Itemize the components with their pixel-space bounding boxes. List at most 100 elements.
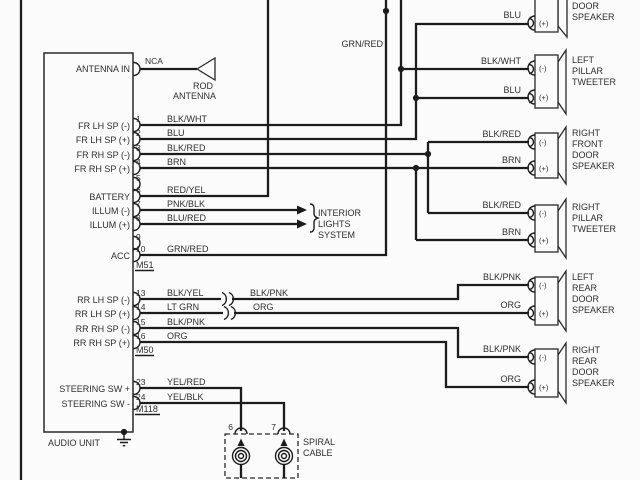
pin-label: RR LH SP (-): [77, 295, 130, 305]
pin-number: 10: [136, 244, 146, 254]
rod-antenna-label-1: ROD: [193, 81, 214, 91]
speaker-name-line: DOOR: [572, 150, 600, 160]
spiral-pin-number-7: 7: [271, 422, 276, 432]
speaker-left-pillar-tweeter: (-) (+) LEFT PILLAR TWEETER: [527, 47, 616, 117]
connector-ref-m51: M51: [136, 260, 154, 270]
terminal-polarity: (+): [539, 309, 549, 318]
wire-color-label: BLK/RED: [167, 143, 206, 153]
wire-color-label: ORG: [167, 331, 188, 341]
spiral-cable-label-1: SPIRAL: [303, 437, 335, 447]
wire-color-label: BLK/RED: [482, 129, 521, 139]
speaker-body-icon: [534, 0, 559, 33]
speaker-door-top-partial: (+) DOOR SPEAKER: [527, 0, 615, 39]
speaker-cone-icon: [557, 0, 568, 39]
branch-label-grn-red: GRN/RED: [341, 39, 383, 49]
audio-unit-label: AUDIO UNIT: [48, 438, 101, 448]
pin-number: 14: [136, 302, 146, 312]
pin-label: FR RH SP (+): [74, 164, 130, 174]
speaker-right-front-door: (-) (+) RIGHT FRONT DOOR SPEAKER: [527, 124, 615, 187]
speaker-body-icon: [534, 132, 559, 179]
wire-blk-pnk-rr-rh-neg: [140, 326, 529, 359]
speaker-right-rear-door: (-) (+) RIGHT REAR DOOR SPEAKER: [527, 340, 615, 406]
inline-connector-icons: [221, 291, 237, 321]
wire-color-label: BLK/RED: [482, 200, 521, 210]
pin-number: 16: [136, 331, 146, 341]
pin-number: 24: [136, 392, 146, 402]
wire-blk-wht-fr-lh-neg: [140, 0, 529, 127]
wire-red-yel-battery: [140, 0, 270, 198]
pin-number: 5: [136, 173, 141, 183]
pin-number: 15: [136, 317, 146, 327]
audio-unit-box: [43, 52, 134, 433]
speaker-cone-icon: [557, 268, 567, 334]
wire-brn-fr-rh-pos: [140, 166, 529, 242]
ground-icon: [117, 432, 131, 447]
wire-color-label: BLK/WHT: [481, 56, 522, 66]
spiral-pin-number-6: 6: [228, 422, 233, 432]
spiral-cable-dashed-box: [224, 433, 299, 479]
junction-dot: [424, 150, 432, 158]
terminal-connector-icon: [527, 60, 536, 105]
speaker-body-icon: [534, 204, 559, 253]
speaker-name-line: SPEAKER: [572, 305, 615, 315]
wire-color-label: ORG: [500, 300, 521, 310]
speaker-name-line: SPEAKER: [572, 378, 615, 388]
speaker-name-line: RIGHT: [572, 345, 601, 355]
pin-label: FR LH SP (-): [78, 121, 130, 131]
pin-number: 2: [136, 128, 141, 138]
speaker-left-rear-door: (-) (+) LEFT REAR DOOR SPEAKER: [527, 268, 615, 334]
speaker-name-line: LEFT: [572, 272, 595, 282]
connector-ref-m118: M118: [136, 404, 158, 414]
speaker-name-line: DOOR: [572, 367, 600, 377]
arrow-icon-illum-neg: [297, 205, 307, 215]
pin-number: 13: [136, 288, 146, 298]
pin-label: ACC: [111, 251, 131, 261]
spiral-coil-icon: [280, 452, 288, 460]
terminal-polarity: (-): [539, 281, 547, 290]
terminal-polarity: (+): [539, 19, 549, 28]
spiral-entry-connector-icon: [234, 427, 291, 435]
speaker-name-line: RIGHT: [572, 128, 601, 138]
rod-antenna-label-2: ANTENNA: [173, 91, 216, 101]
speaker-name-line: SPEAKER: [572, 161, 615, 171]
speaker-cone-icon: [557, 340, 567, 406]
speaker-name-line: DOOR: [572, 294, 600, 304]
terminal-polarity: (-): [539, 64, 547, 73]
pin-label: RR LH SP (+): [75, 309, 130, 319]
wire-color-label: BLK/PNK: [167, 317, 205, 327]
pin-number: 4: [136, 157, 141, 167]
brace-icon-interior-lights: [309, 203, 321, 233]
connector-ref-m50: M50: [136, 345, 154, 355]
pin-number: 3: [136, 143, 141, 153]
speaker-cone-icon: [557, 196, 567, 261]
spiral-coil-icon: [237, 452, 245, 460]
speaker-name-line: RIGHT: [572, 202, 601, 212]
spiral-arrow-icon: [280, 438, 288, 446]
terminal-polarity: (-): [539, 138, 547, 147]
speaker-body-icon: [534, 54, 559, 109]
pin-label: RR RH SP (-): [76, 324, 130, 334]
pin-label: FR RH SP (-): [77, 150, 130, 160]
junction-dot: [397, 65, 405, 73]
speaker-name-line: TWEETER: [572, 77, 616, 87]
terminal-connector-icon: [527, 205, 536, 248]
wire-color-label: BLK/PNK: [483, 272, 521, 282]
terminal-connector-icon: [527, 134, 536, 176]
speaker-name-line: TWEETER: [572, 224, 616, 234]
wire-color-label: ORG: [500, 374, 521, 384]
speaker-name-line: REAR: [572, 283, 598, 293]
wire-color-label: RED/YEL: [167, 185, 206, 195]
terminal-connector-icon: [527, 277, 536, 321]
speaker-cone-icon: [557, 47, 567, 117]
junction-dot: [412, 94, 420, 102]
rod-antenna-icon: [195, 56, 216, 82]
terminal-connector-icon: [527, 349, 536, 395]
wire-color-label: BRN: [167, 157, 186, 167]
terminal-polarity: (+): [539, 383, 549, 392]
speaker-body-icon: [534, 348, 559, 398]
pin-label: BATTERY: [89, 192, 130, 202]
pin-number: 1: [136, 114, 141, 124]
wire-color-label: YEL/BLK: [167, 392, 204, 402]
spiral-wire-tails: [239, 464, 286, 478]
